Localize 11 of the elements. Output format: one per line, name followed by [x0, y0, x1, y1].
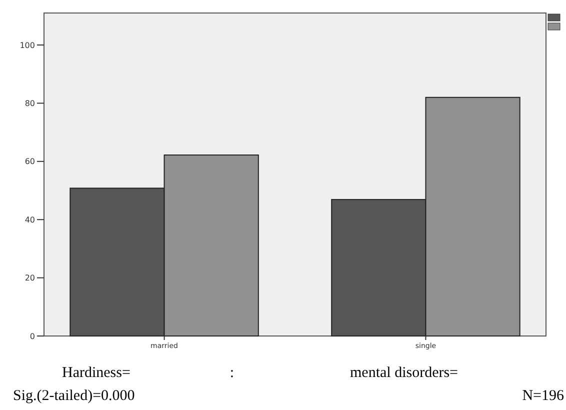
- y-tick-label: 60: [24, 157, 35, 166]
- text: Hardiness=: [62, 365, 130, 381]
- text: :: [230, 365, 234, 381]
- text: mental disorders=: [350, 365, 458, 381]
- y-tick-label: 0: [30, 332, 35, 341]
- y-tick-label: 40: [24, 215, 35, 224]
- y-tick-label: 20: [24, 274, 35, 283]
- text: Sig.(2-tailed)=0.000: [13, 388, 135, 404]
- y-tick-label: 100: [20, 40, 35, 50]
- text: N=196: [522, 388, 564, 404]
- y-tick-label: 80: [24, 99, 35, 108]
